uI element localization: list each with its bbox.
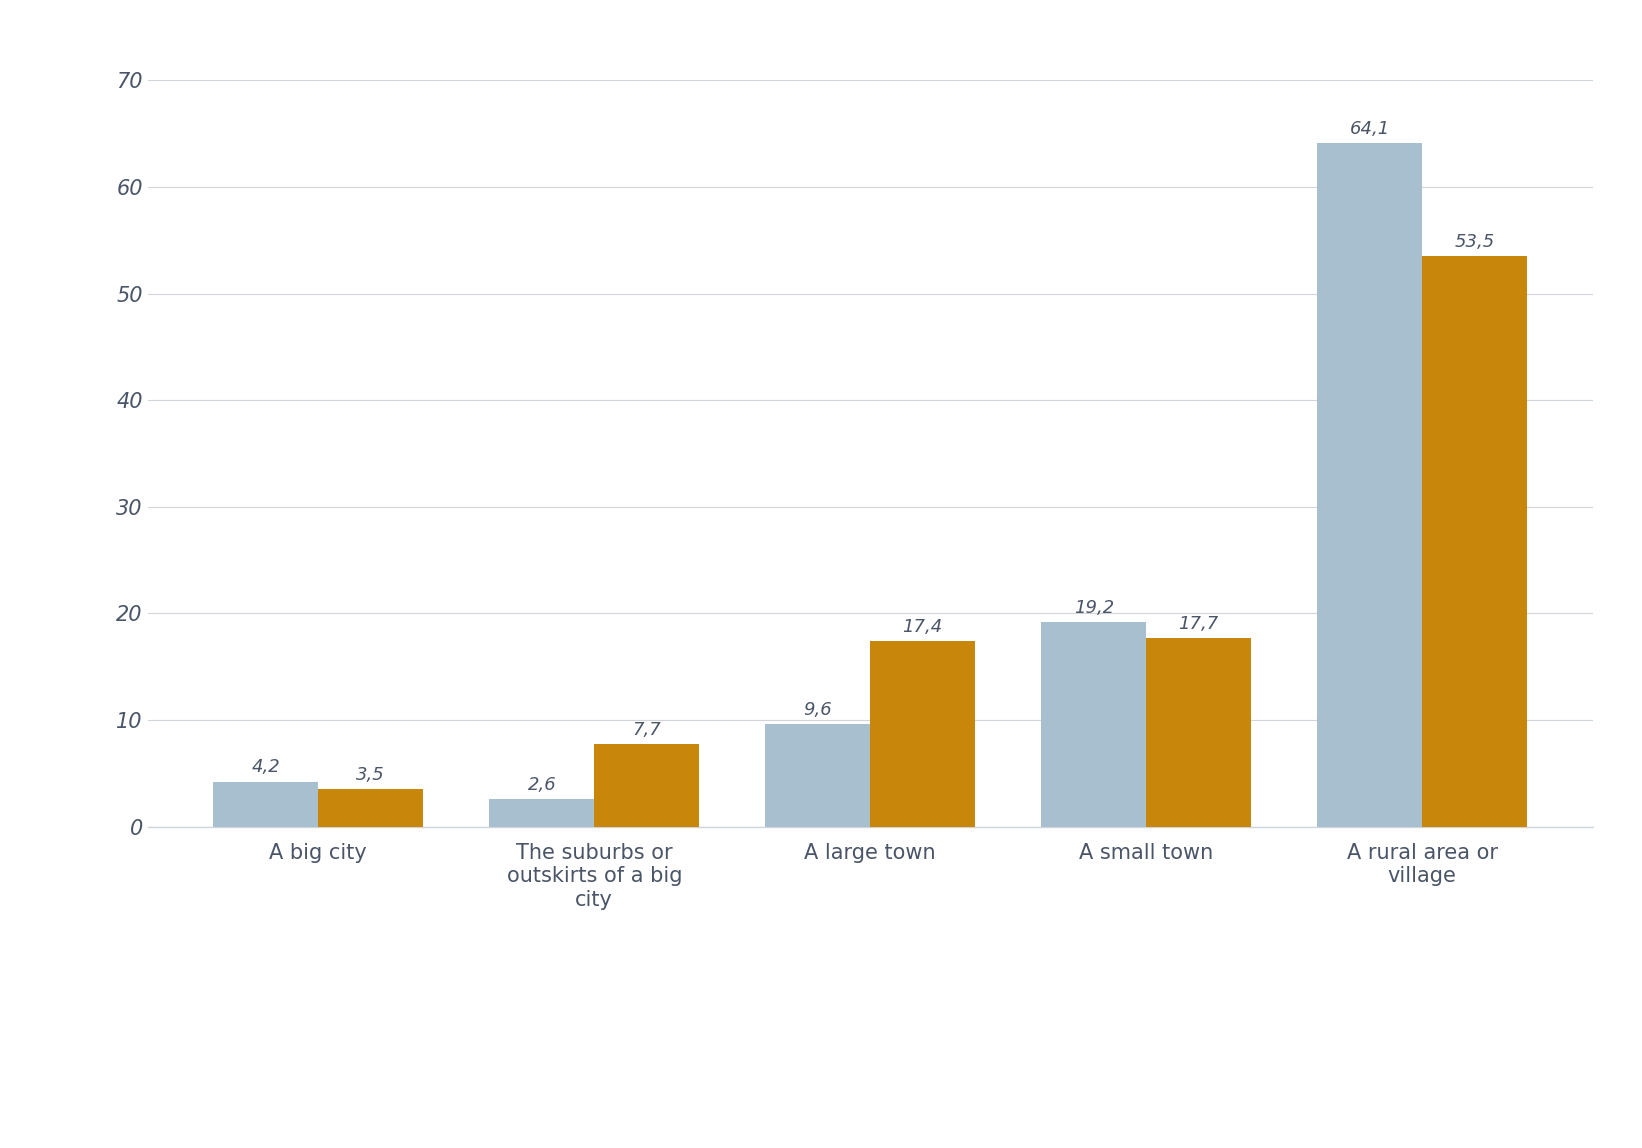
Bar <box>594 744 699 827</box>
Bar <box>765 724 870 827</box>
Bar <box>1146 638 1251 827</box>
Text: 17,4: 17,4 <box>903 618 943 636</box>
Text: 53,5: 53,5 <box>1455 233 1494 251</box>
Bar <box>319 790 424 827</box>
Text: 17,7: 17,7 <box>1179 614 1218 633</box>
Bar <box>1041 622 1146 827</box>
Text: 64,1: 64,1 <box>1350 119 1389 138</box>
Text: 19,2: 19,2 <box>1074 598 1113 616</box>
Text: 3,5: 3,5 <box>356 766 386 784</box>
Bar <box>489 799 594 827</box>
Bar <box>1317 144 1422 827</box>
Text: 2,6: 2,6 <box>527 776 557 793</box>
Text: 9,6: 9,6 <box>803 701 832 719</box>
Text: 7,7: 7,7 <box>632 721 662 739</box>
Bar <box>213 782 319 827</box>
Bar <box>870 641 975 827</box>
Text: 4,2: 4,2 <box>251 759 281 776</box>
Bar <box>1422 256 1527 827</box>
